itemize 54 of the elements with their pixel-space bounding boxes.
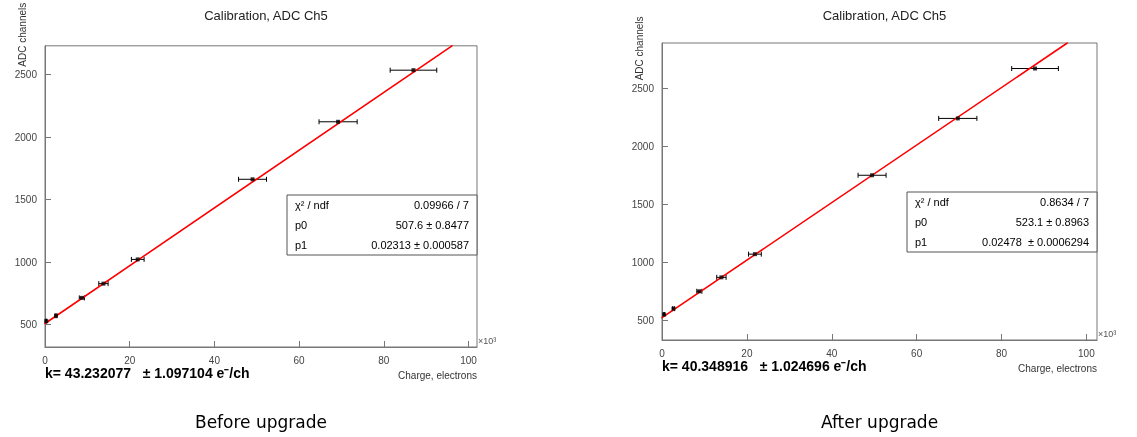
x-tick-label: 40 bbox=[208, 354, 221, 366]
y-tick-label: 500 bbox=[637, 314, 655, 326]
y-tick-label: 2500 bbox=[14, 69, 38, 81]
x-tick-label: 100 bbox=[1078, 347, 1096, 359]
annotation: 507.6 ± 0.8477 bbox=[395, 219, 469, 231]
x-tick-label: 20 bbox=[124, 354, 136, 366]
annotation: χ² / ndf bbox=[295, 199, 330, 211]
y-tick-label: 1500 bbox=[14, 194, 38, 206]
y-tick-label: 1000 bbox=[631, 256, 655, 268]
point bbox=[955, 116, 960, 121]
y-tick-label: 1000 bbox=[14, 256, 38, 268]
text: After upgrade bbox=[820, 412, 939, 432]
x-tick-label: 80 bbox=[995, 347, 1008, 359]
y-tick-label: 2000 bbox=[14, 131, 38, 143]
text: ×10³ bbox=[1098, 329, 1117, 339]
text: k= 43.232077 ± 1.097104 e⁻/ch bbox=[45, 365, 250, 381]
x-tick-label: 20 bbox=[741, 347, 753, 359]
point bbox=[250, 177, 255, 182]
x-axis-title: Charge, electrons bbox=[398, 369, 477, 381]
x-axis-title: Charge, electrons bbox=[1018, 362, 1097, 374]
point bbox=[870, 173, 875, 178]
x-tick-label: 100 bbox=[460, 354, 478, 366]
point bbox=[336, 119, 341, 124]
annotation: p1 bbox=[915, 236, 928, 248]
text: Before upgrade bbox=[195, 412, 327, 432]
y-axis-title: ADC channels bbox=[16, 2, 28, 67]
x-tick-label: 80 bbox=[378, 354, 390, 366]
y-tick-label: 500 bbox=[20, 319, 38, 330]
chart-title: Calibration, ADC Ch5 bbox=[204, 8, 328, 23]
point bbox=[1033, 66, 1038, 71]
annotation: 0.09966 / 7 bbox=[413, 199, 469, 211]
chart-title: Calibration, ADC Ch5 bbox=[822, 8, 947, 23]
y-tick-label: 1500 bbox=[631, 198, 655, 210]
annotation: p1 bbox=[295, 239, 308, 251]
x-tick-label: 60 bbox=[293, 354, 306, 366]
point bbox=[411, 68, 416, 73]
annotation: χ² / ndf bbox=[915, 196, 950, 208]
x-tick-label: 60 bbox=[911, 347, 923, 359]
annotation: 0.8634 / 7 bbox=[1040, 196, 1089, 208]
y-tick-label: 2500 bbox=[631, 82, 655, 94]
text: k= 40.348916 ± 1.024696 e⁻/ch bbox=[662, 358, 867, 374]
point bbox=[752, 252, 757, 257]
annotation: p0 bbox=[915, 216, 928, 228]
x-tick-label: 0 bbox=[659, 347, 666, 359]
point bbox=[135, 257, 140, 262]
text: ×10³ bbox=[478, 336, 497, 346]
annotation: 0.02478 ± 0.0006294 bbox=[982, 236, 1089, 248]
annotation: 0.02313 ± 0.000587 bbox=[371, 239, 469, 251]
x-tick-label: 0 bbox=[42, 354, 49, 366]
annotation: p0 bbox=[295, 219, 308, 231]
annotation: 523.1 ± 0.8963 bbox=[1015, 216, 1089, 228]
y-tick-label: 2000 bbox=[631, 140, 655, 152]
x-tick-label: 40 bbox=[826, 347, 838, 359]
y-axis-title: ADC channels bbox=[633, 16, 645, 81]
